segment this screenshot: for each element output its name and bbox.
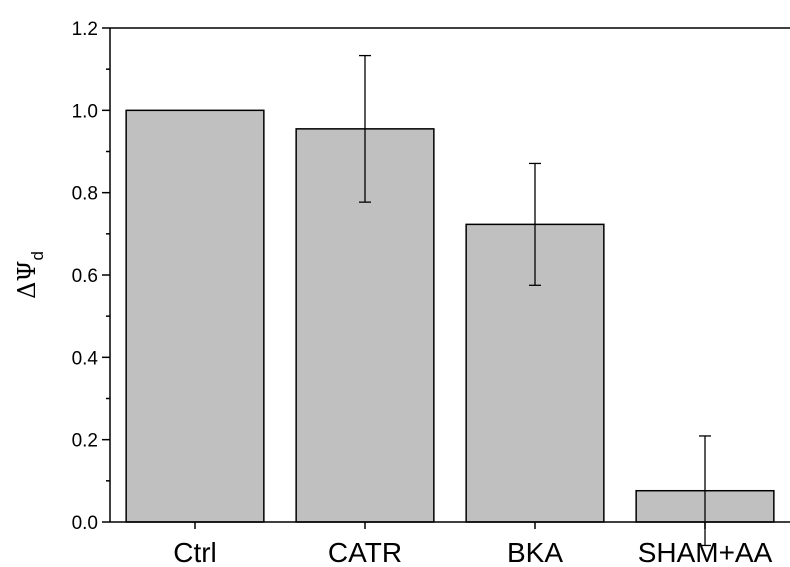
y-tick-label: 0.8	[72, 184, 98, 205]
y-axis-label: ΔΨd	[13, 251, 47, 299]
y-tick-label: 1.2	[72, 19, 98, 40]
y-tick-label: 0.2	[72, 431, 98, 452]
error-bar	[359, 54, 371, 203]
y-ticks: 0.0 0.2 0.4 0.6 0.8 1.0 1.2	[72, 19, 110, 534]
y-tick-label: 1.0	[72, 101, 98, 122]
y-tick-label: 0.0	[72, 513, 98, 534]
bar-ctrl	[125, 109, 265, 523]
y-tick-label: 0.4	[72, 348, 99, 369]
x-tick-label: Ctrl	[173, 537, 217, 567]
x-tick-label: CATR	[328, 537, 402, 567]
x-tick-label: SHAM+AA	[638, 537, 773, 567]
error-bar	[529, 162, 541, 286]
x-tick-labels: Ctrl CATR BKA SHAM+AA	[173, 522, 773, 567]
y-tick-label: 0.6	[72, 266, 98, 287]
x-tick-label: BKA	[507, 537, 563, 567]
